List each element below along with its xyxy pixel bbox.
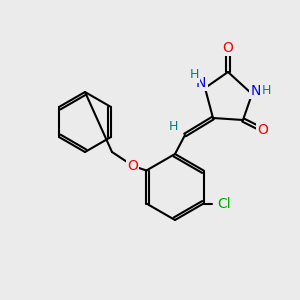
Text: Cl: Cl (217, 196, 230, 211)
Text: H: H (261, 85, 271, 98)
Text: O: O (223, 41, 233, 55)
Text: O: O (127, 158, 138, 172)
Text: N: N (251, 84, 261, 98)
Text: N: N (196, 76, 206, 90)
Text: O: O (258, 123, 268, 137)
Text: H: H (189, 68, 199, 82)
Text: H: H (168, 121, 178, 134)
